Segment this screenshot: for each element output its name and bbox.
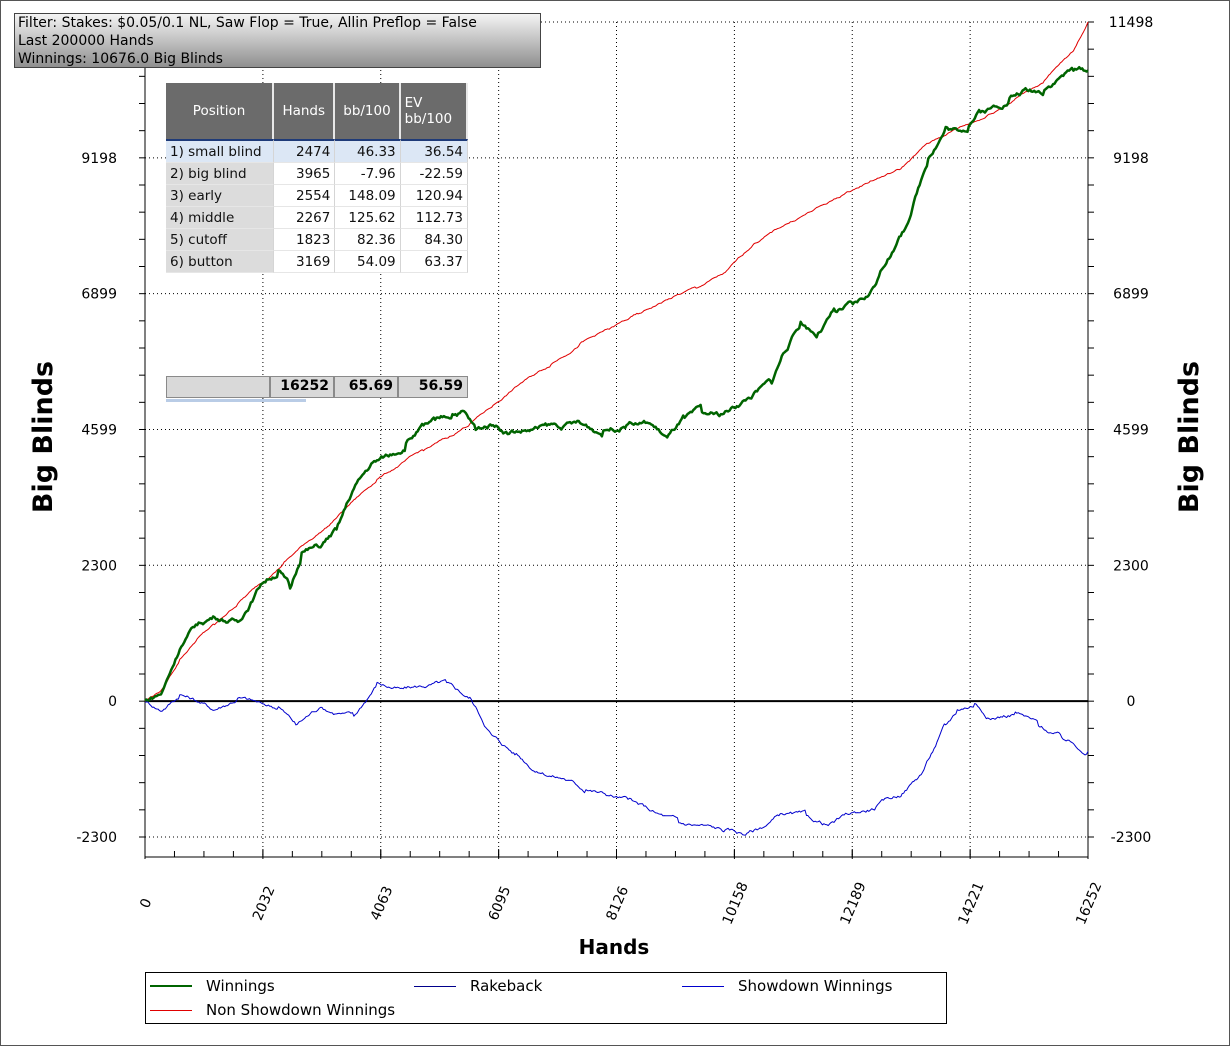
cell-hands: 2474 [274, 139, 336, 163]
x-axis-label: Hands [579, 935, 650, 959]
legend-item-rakeback: Rakeback [414, 977, 542, 995]
cell-hands: 2267 [274, 207, 336, 229]
cell-ev: -22.59 [400, 163, 468, 185]
cell-position: 4) middle [166, 207, 275, 229]
cell-ev: 84.30 [400, 229, 468, 251]
x-tick-label: 12189 [838, 880, 870, 927]
y-tick-label-right: 11498 [1109, 15, 1154, 31]
legend-swatch [414, 985, 456, 987]
y-axis-label-left: Big Blinds [28, 361, 59, 513]
totals-blank [166, 376, 270, 398]
legend-label: Winnings [206, 977, 275, 995]
header-position[interactable]: Position [166, 83, 275, 139]
cell-ev: 120.94 [400, 185, 468, 207]
table-row[interactable]: 3) early 2554 148.09 120.94 [166, 185, 468, 207]
chart-legend: Winnings Rakeback Showdown Winnings Non … [145, 972, 947, 1024]
legend-label: Non Showdown Winnings [206, 1001, 396, 1019]
y-tick-label-left: 4599 [81, 423, 117, 439]
cell-ev: 112.73 [400, 207, 468, 229]
cell-bb100: 148.09 [335, 185, 401, 207]
table-row[interactable]: 4) middle 2267 125.62 112.73 [166, 207, 468, 229]
y-tick-label-left: 9198 [81, 151, 117, 167]
legend-label: Rakeback [470, 977, 543, 995]
legend-item-showdown: Showdown Winnings [682, 977, 892, 995]
x-tick-label: 4063 [368, 884, 397, 923]
cell-ev: 63.37 [400, 251, 468, 273]
totals-hands: 16252 [270, 376, 334, 398]
y-tick-label-right: 6899 [1113, 287, 1149, 303]
y-tick-label-left: 2300 [81, 558, 117, 574]
cell-position: 5) cutoff [166, 229, 275, 251]
y-tick-label-right: 4599 [1113, 423, 1149, 439]
cell-hands: 3965 [274, 163, 336, 185]
cell-position: 2) big blind [166, 163, 275, 185]
table-row[interactable]: 5) cutoff 1823 82.36 84.30 [166, 229, 468, 251]
filter-line: Filter: Stakes: $0.05/0.1 NL, Saw Flop =… [18, 15, 477, 31]
filter-summary: Filter: Stakes: $0.05/0.1 NL, Saw Flop =… [14, 13, 541, 68]
winnings-line: Winnings: 10676.0 Big Blinds [18, 51, 223, 67]
cell-position: 3) early [166, 185, 275, 207]
cell-bb100: -7.96 [335, 163, 401, 185]
legend-swatch [150, 985, 192, 987]
series [144, 21, 1089, 836]
cell-hands: 3169 [274, 251, 336, 273]
position-stats-table: Position Hands bb/100 EV bb/100 1) small… [166, 83, 468, 273]
legend-swatch [682, 985, 724, 987]
y-tick-label-left: -2300 [76, 830, 117, 846]
cell-hands: 1823 [274, 229, 336, 251]
x-tick-label: 8126 [603, 884, 632, 923]
legend-label: Showdown Winnings [738, 977, 893, 995]
table-scrollbar-thumb[interactable] [166, 399, 306, 402]
legend-item-non-showdown: Non Showdown Winnings [150, 1001, 395, 1019]
cell-bb100: 54.09 [335, 251, 401, 273]
table-row[interactable]: 6) button 3169 54.09 63.37 [166, 251, 468, 273]
y-tick-label-left: 6899 [81, 287, 117, 303]
cell-position: 6) button [166, 251, 275, 273]
cell-bb100: 125.62 [335, 207, 401, 229]
y-tick-label-left: 0 [108, 694, 117, 710]
y-axis-label-right: Big Blinds [1174, 361, 1205, 513]
cell-ev: 36.54 [400, 139, 468, 163]
cell-bb100: 82.36 [335, 229, 401, 251]
x-tick-label: 10158 [720, 880, 752, 927]
header-bb100[interactable]: bb/100 [335, 83, 401, 139]
totals-ev: 56.59 [398, 376, 468, 398]
totals-row: 16252 65.69 56.59 [166, 376, 468, 398]
axes: 1149811498919891986899689945994599230023… [72, 15, 1153, 927]
x-tick-label: 6095 [486, 884, 515, 923]
y-tick-label-right: 2300 [1113, 558, 1149, 574]
legend-item-winnings: Winnings [150, 977, 275, 995]
series-winnings [144, 65, 1089, 702]
y-tick-label-right: -2300 [1111, 830, 1152, 846]
hands-line: Last 200000 Hands [18, 33, 154, 49]
series-showdown-winnings [144, 679, 1089, 836]
cell-position: 1) small blind [166, 139, 275, 163]
x-tick-label: 2032 [250, 884, 279, 923]
cell-hands: 2554 [274, 185, 336, 207]
table-row[interactable]: 1) small blind 2474 46.33 36.54 [166, 139, 468, 163]
totals-bb100: 65.69 [334, 376, 398, 398]
y-tick-label-right: 9198 [1113, 151, 1149, 167]
y-tick-label-right: 0 [1127, 694, 1136, 710]
x-tick-label: 14221 [955, 880, 987, 927]
x-tick-label: 0 [137, 896, 155, 910]
legend-swatch [150, 1009, 192, 1011]
table-row[interactable]: 2) big blind 3965 -7.96 -22.59 [166, 163, 468, 185]
series-non-showdown-winnings [144, 21, 1089, 702]
x-tick-label: 16252 [1073, 880, 1105, 927]
header-ev-bb100[interactable]: EV bb/100 [400, 83, 468, 139]
header-hands[interactable]: Hands [274, 83, 336, 139]
cell-bb100: 46.33 [335, 139, 401, 163]
